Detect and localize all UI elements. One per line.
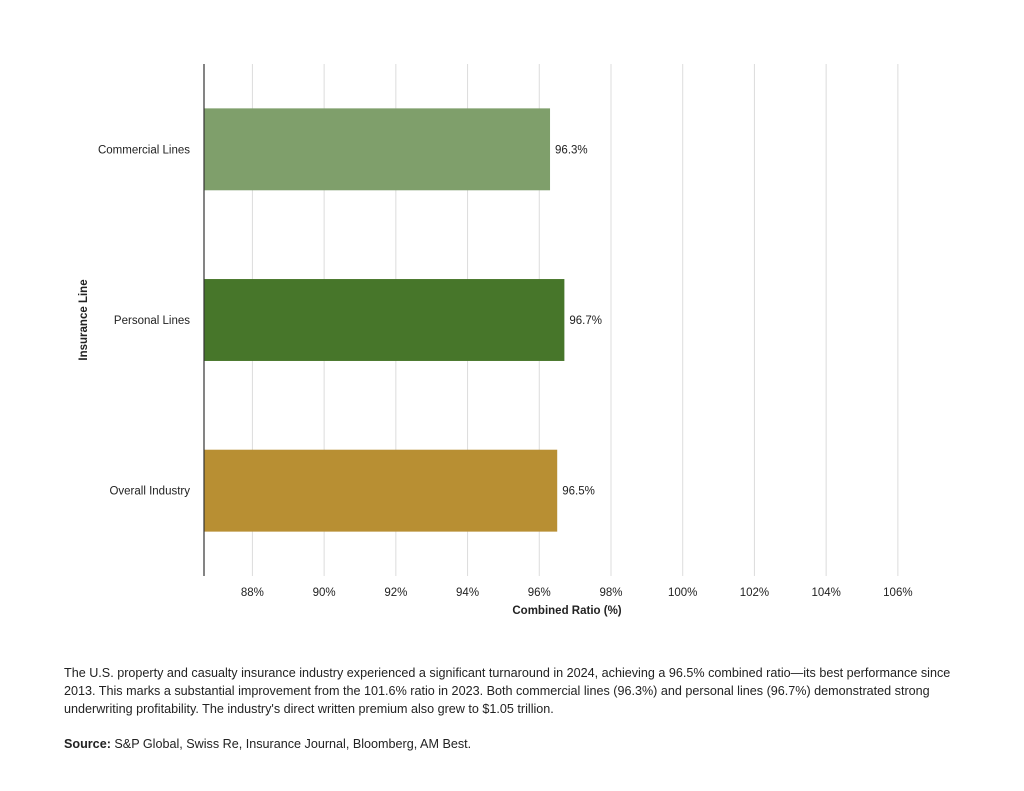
y-category-label: Commercial Lines (98, 144, 190, 156)
x-tick-label: 96% (528, 587, 551, 599)
source-text: S&P Global, Swiss Re, Insurance Journal,… (114, 737, 472, 751)
x-axis-title: Combined Ratio (%) (512, 605, 621, 617)
x-tick-label: 102% (740, 587, 769, 599)
axes: 88% 90% 92% 94% 96% 98% 100% 102% 104% 106% Commer… (98, 64, 913, 599)
x-tick-label: 106% (883, 587, 912, 599)
y-category-label: Overall Industry (109, 486, 190, 498)
x-tick-label: 90% (313, 587, 336, 599)
x-tick-label: 100% (668, 587, 697, 599)
bars: 96.3% 96.7% 96.5% (204, 108, 602, 532)
bar-value-label: 96.5% (562, 486, 595, 498)
x-tick-label: 98% (599, 587, 622, 599)
source-note: Source: S&P Global, Swiss Re, Insurance … (64, 735, 964, 753)
bar-value-label: 96.7% (569, 315, 602, 327)
bar (204, 279, 565, 361)
x-tick-label: 94% (456, 587, 479, 599)
bar-value-label: 96.3% (555, 144, 588, 156)
x-tick-label: 92% (384, 587, 407, 599)
bar-chart: 96.3% 96.7% 96.5% 88% 90% 92% 94% 96% 98% 100% 10… (78, 64, 913, 617)
y-axis-title: Insurance Line (78, 279, 90, 360)
y-category-label: Personal Lines (114, 315, 190, 327)
bar (204, 108, 551, 191)
source-label: Source: (64, 737, 111, 751)
bar (204, 449, 558, 532)
x-tick-label: 88% (241, 587, 264, 599)
chart-caption: The U.S. property and casualty insurance… (64, 666, 951, 716)
x-tick-label: 104% (811, 587, 840, 599)
